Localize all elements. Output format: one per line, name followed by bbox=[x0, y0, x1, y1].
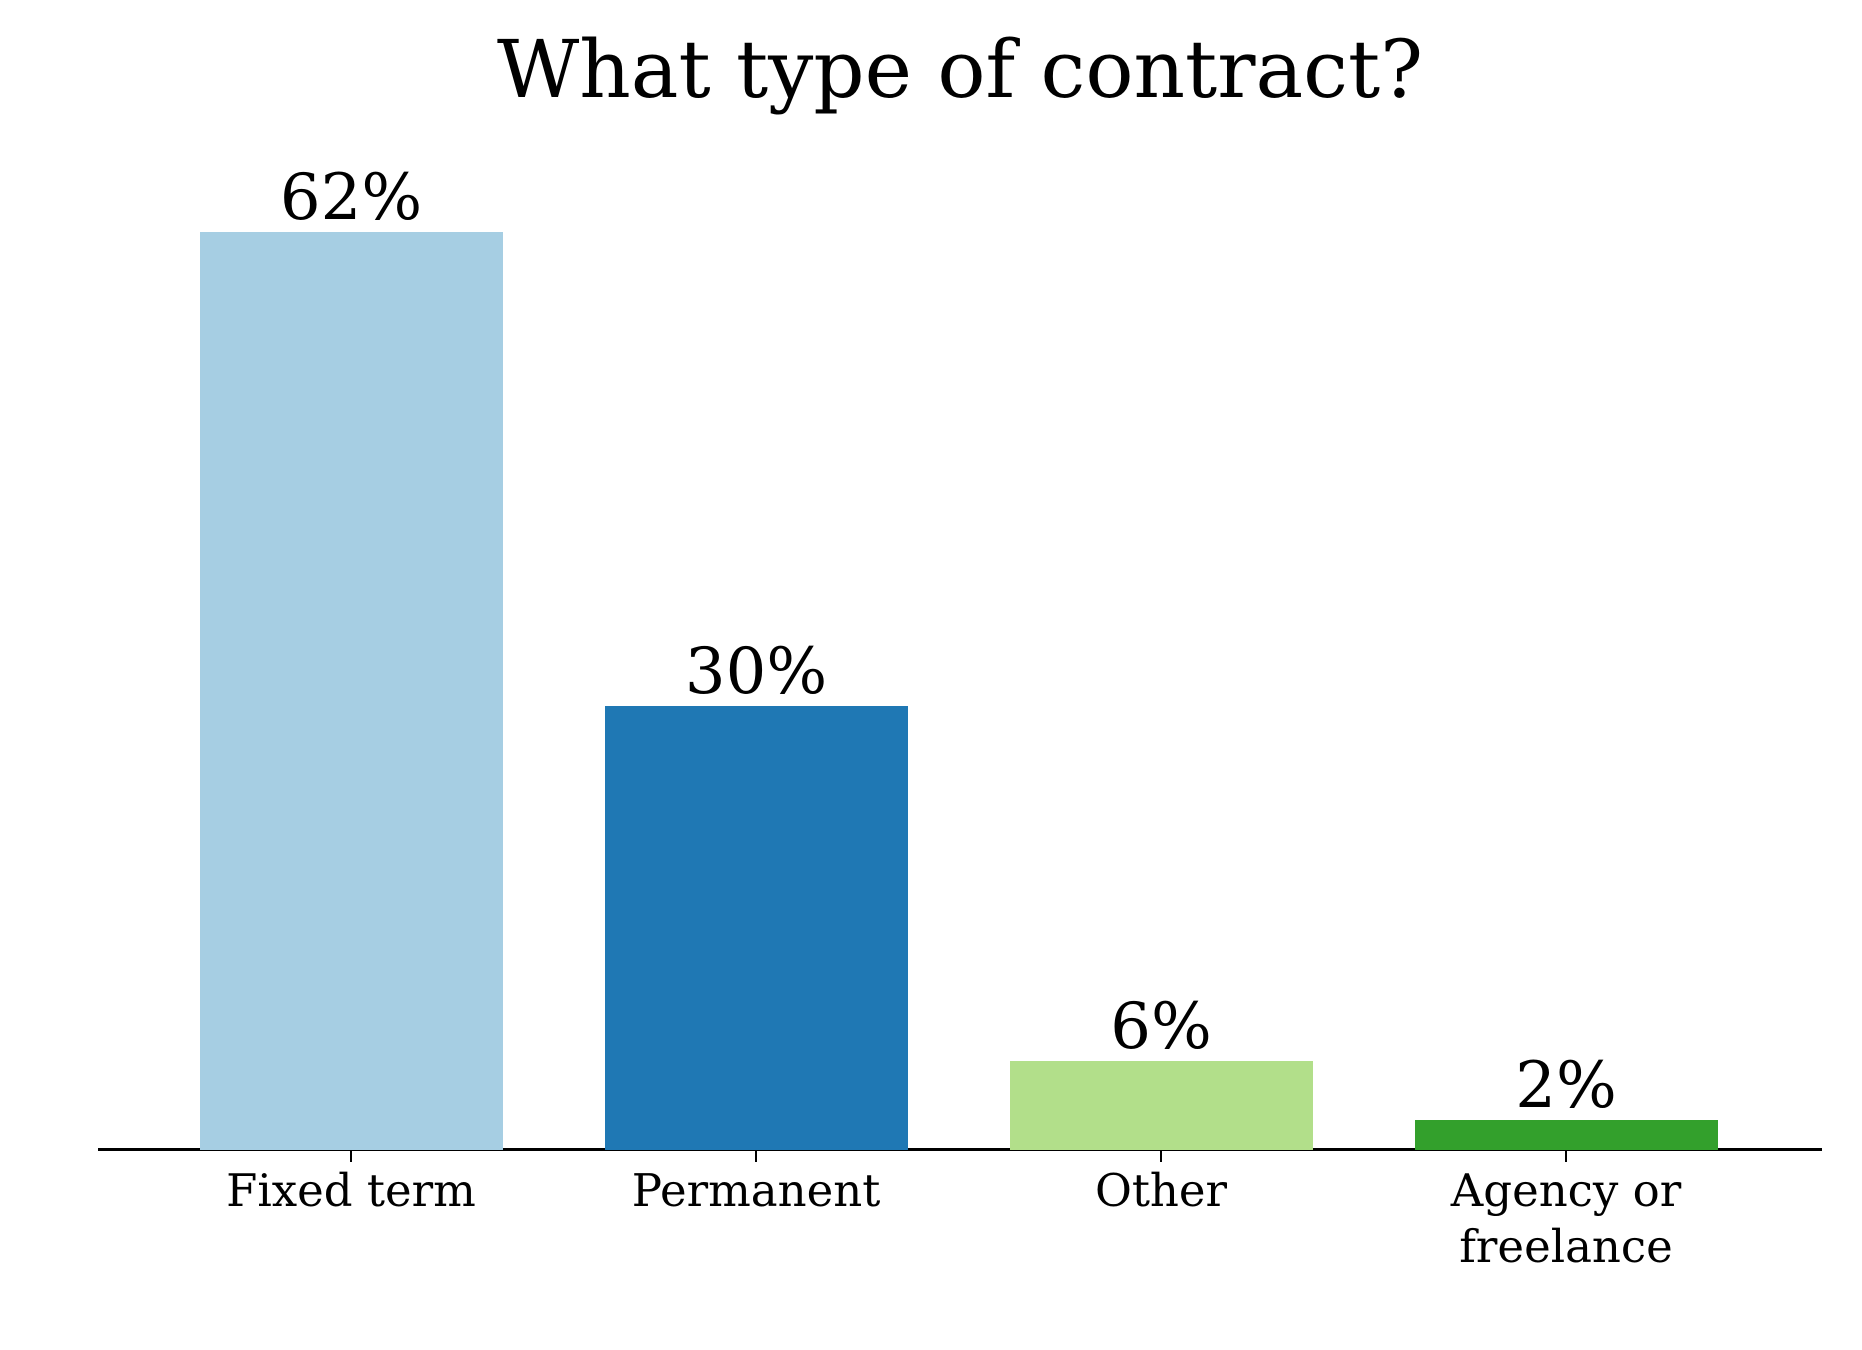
bar-value-label-other: 6% bbox=[1110, 990, 1212, 1064]
x-axis-tick bbox=[1565, 1151, 1567, 1162]
x-axis-tick bbox=[350, 1151, 352, 1162]
bar-value-label-agency-or-freelance: 2% bbox=[1515, 1049, 1617, 1123]
x-axis-label-other: Other bbox=[1094, 1164, 1228, 1217]
bar-agency-or-freelance bbox=[1414, 1120, 1718, 1150]
bar-fixed-term bbox=[199, 232, 503, 1150]
x-axis-label-agency-or-freelance: Agency or freelance bbox=[1450, 1164, 1682, 1274]
x-axis-label-fixed-term: Fixed term bbox=[226, 1164, 476, 1217]
x-axis-label-permanent: Permanent bbox=[631, 1164, 881, 1217]
bar-other bbox=[1009, 1061, 1313, 1150]
x-axis-line bbox=[98, 1148, 1822, 1151]
bar-value-label-fixed-term: 62% bbox=[279, 161, 423, 235]
bar-value-label-permanent: 30% bbox=[684, 635, 828, 709]
chart-title: What type of contract? bbox=[497, 23, 1423, 116]
x-axis-tick bbox=[1160, 1151, 1162, 1162]
x-axis-tick bbox=[755, 1151, 757, 1162]
bar-permanent bbox=[604, 706, 908, 1150]
